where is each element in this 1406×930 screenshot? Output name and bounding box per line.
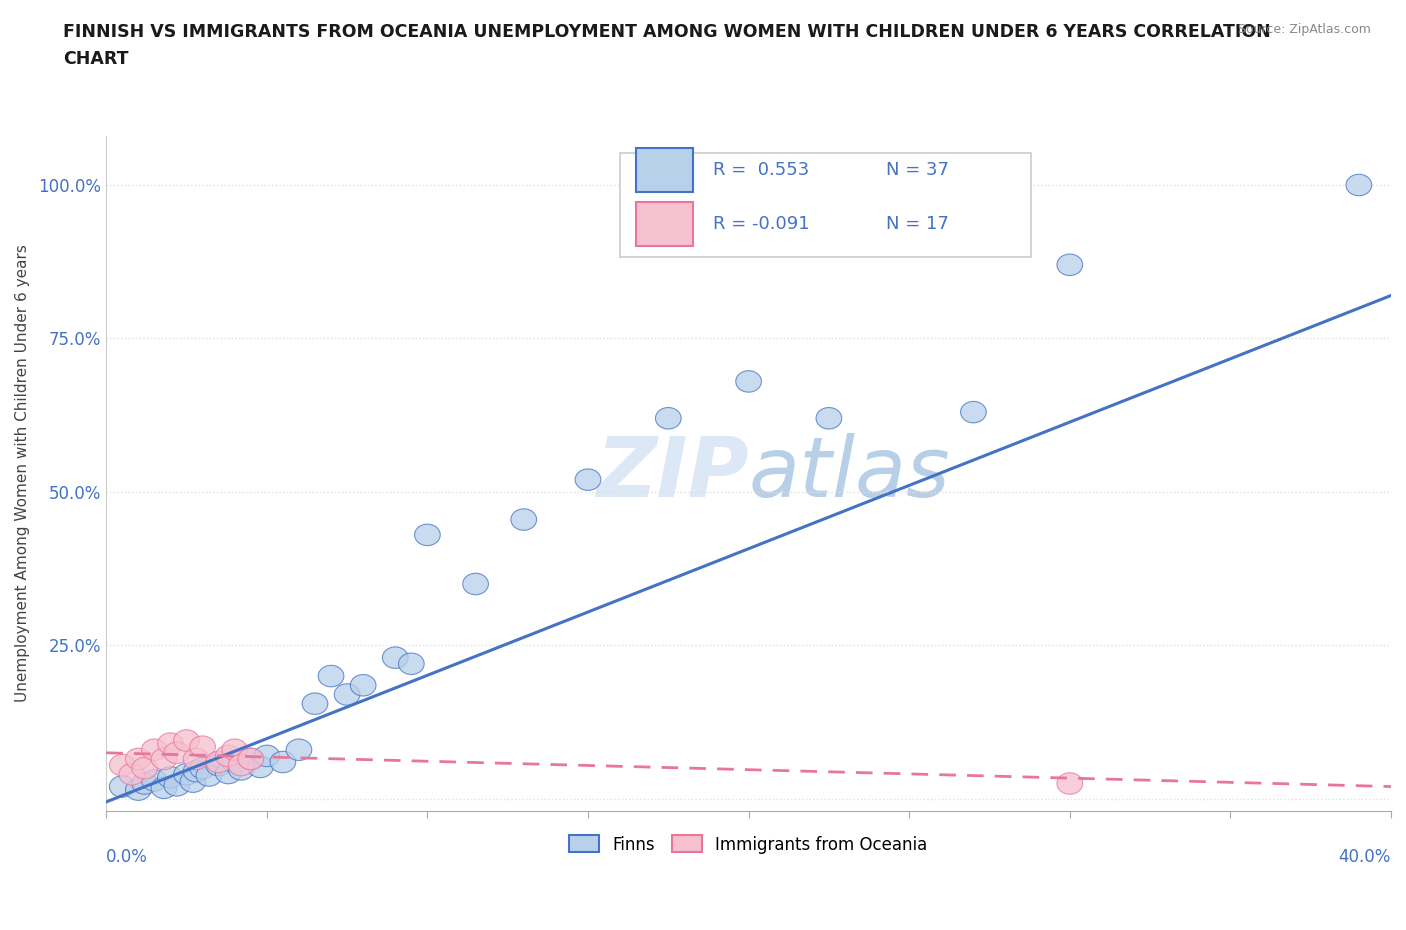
Ellipse shape — [132, 773, 157, 794]
Text: N = 37: N = 37 — [886, 161, 949, 179]
Ellipse shape — [125, 779, 152, 801]
Legend: Finns, Immigrants from Oceania: Finns, Immigrants from Oceania — [562, 829, 935, 860]
Ellipse shape — [215, 745, 240, 766]
Ellipse shape — [228, 759, 254, 780]
Ellipse shape — [174, 730, 200, 751]
Ellipse shape — [110, 776, 135, 797]
Ellipse shape — [398, 653, 425, 674]
Ellipse shape — [215, 763, 240, 784]
Ellipse shape — [183, 749, 209, 770]
Text: atlas: atlas — [748, 433, 950, 514]
Ellipse shape — [157, 733, 183, 754]
Ellipse shape — [382, 647, 408, 669]
Ellipse shape — [222, 739, 247, 761]
Ellipse shape — [254, 745, 280, 766]
FancyBboxPatch shape — [620, 153, 1031, 258]
Ellipse shape — [463, 573, 488, 595]
Ellipse shape — [195, 764, 222, 786]
Ellipse shape — [120, 764, 145, 785]
Ellipse shape — [125, 749, 152, 770]
Ellipse shape — [238, 749, 263, 770]
Text: R =  0.553: R = 0.553 — [713, 161, 808, 179]
Ellipse shape — [157, 766, 183, 788]
Ellipse shape — [655, 407, 681, 429]
Text: FINNISH VS IMMIGRANTS FROM OCEANIA UNEMPLOYMENT AMONG WOMEN WITH CHILDREN UNDER : FINNISH VS IMMIGRANTS FROM OCEANIA UNEMP… — [63, 23, 1271, 68]
FancyBboxPatch shape — [636, 148, 693, 192]
Ellipse shape — [960, 402, 986, 423]
Ellipse shape — [285, 739, 312, 761]
Ellipse shape — [228, 754, 254, 776]
Ellipse shape — [190, 736, 215, 757]
Ellipse shape — [222, 751, 247, 773]
Ellipse shape — [1057, 254, 1083, 275]
Y-axis label: Unemployment Among Women with Children Under 6 years: Unemployment Among Women with Children U… — [15, 245, 30, 702]
Ellipse shape — [142, 770, 167, 791]
Text: Source: ZipAtlas.com: Source: ZipAtlas.com — [1237, 23, 1371, 36]
Ellipse shape — [110, 754, 135, 776]
Ellipse shape — [270, 751, 295, 773]
Text: ZIP: ZIP — [596, 433, 748, 514]
Text: R = -0.091: R = -0.091 — [713, 215, 810, 232]
Ellipse shape — [174, 764, 200, 785]
Ellipse shape — [735, 371, 762, 392]
Ellipse shape — [190, 757, 215, 779]
Ellipse shape — [238, 749, 263, 770]
Ellipse shape — [350, 674, 375, 696]
Ellipse shape — [165, 775, 190, 796]
Text: 40.0%: 40.0% — [1339, 848, 1391, 866]
Ellipse shape — [152, 749, 177, 770]
Ellipse shape — [205, 754, 232, 776]
Ellipse shape — [132, 757, 157, 779]
Ellipse shape — [415, 525, 440, 546]
Ellipse shape — [510, 509, 537, 530]
Ellipse shape — [318, 665, 344, 687]
Ellipse shape — [142, 739, 167, 761]
Ellipse shape — [183, 761, 209, 782]
Text: N = 17: N = 17 — [886, 215, 949, 232]
Ellipse shape — [302, 693, 328, 714]
FancyBboxPatch shape — [636, 202, 693, 246]
Ellipse shape — [152, 777, 177, 799]
Ellipse shape — [1346, 174, 1372, 195]
Ellipse shape — [180, 771, 205, 792]
Ellipse shape — [205, 751, 232, 773]
Ellipse shape — [815, 407, 842, 429]
Ellipse shape — [247, 756, 273, 777]
Ellipse shape — [1057, 773, 1083, 794]
Text: 0.0%: 0.0% — [107, 848, 148, 866]
Ellipse shape — [335, 684, 360, 705]
Ellipse shape — [575, 469, 600, 490]
Ellipse shape — [165, 742, 190, 764]
